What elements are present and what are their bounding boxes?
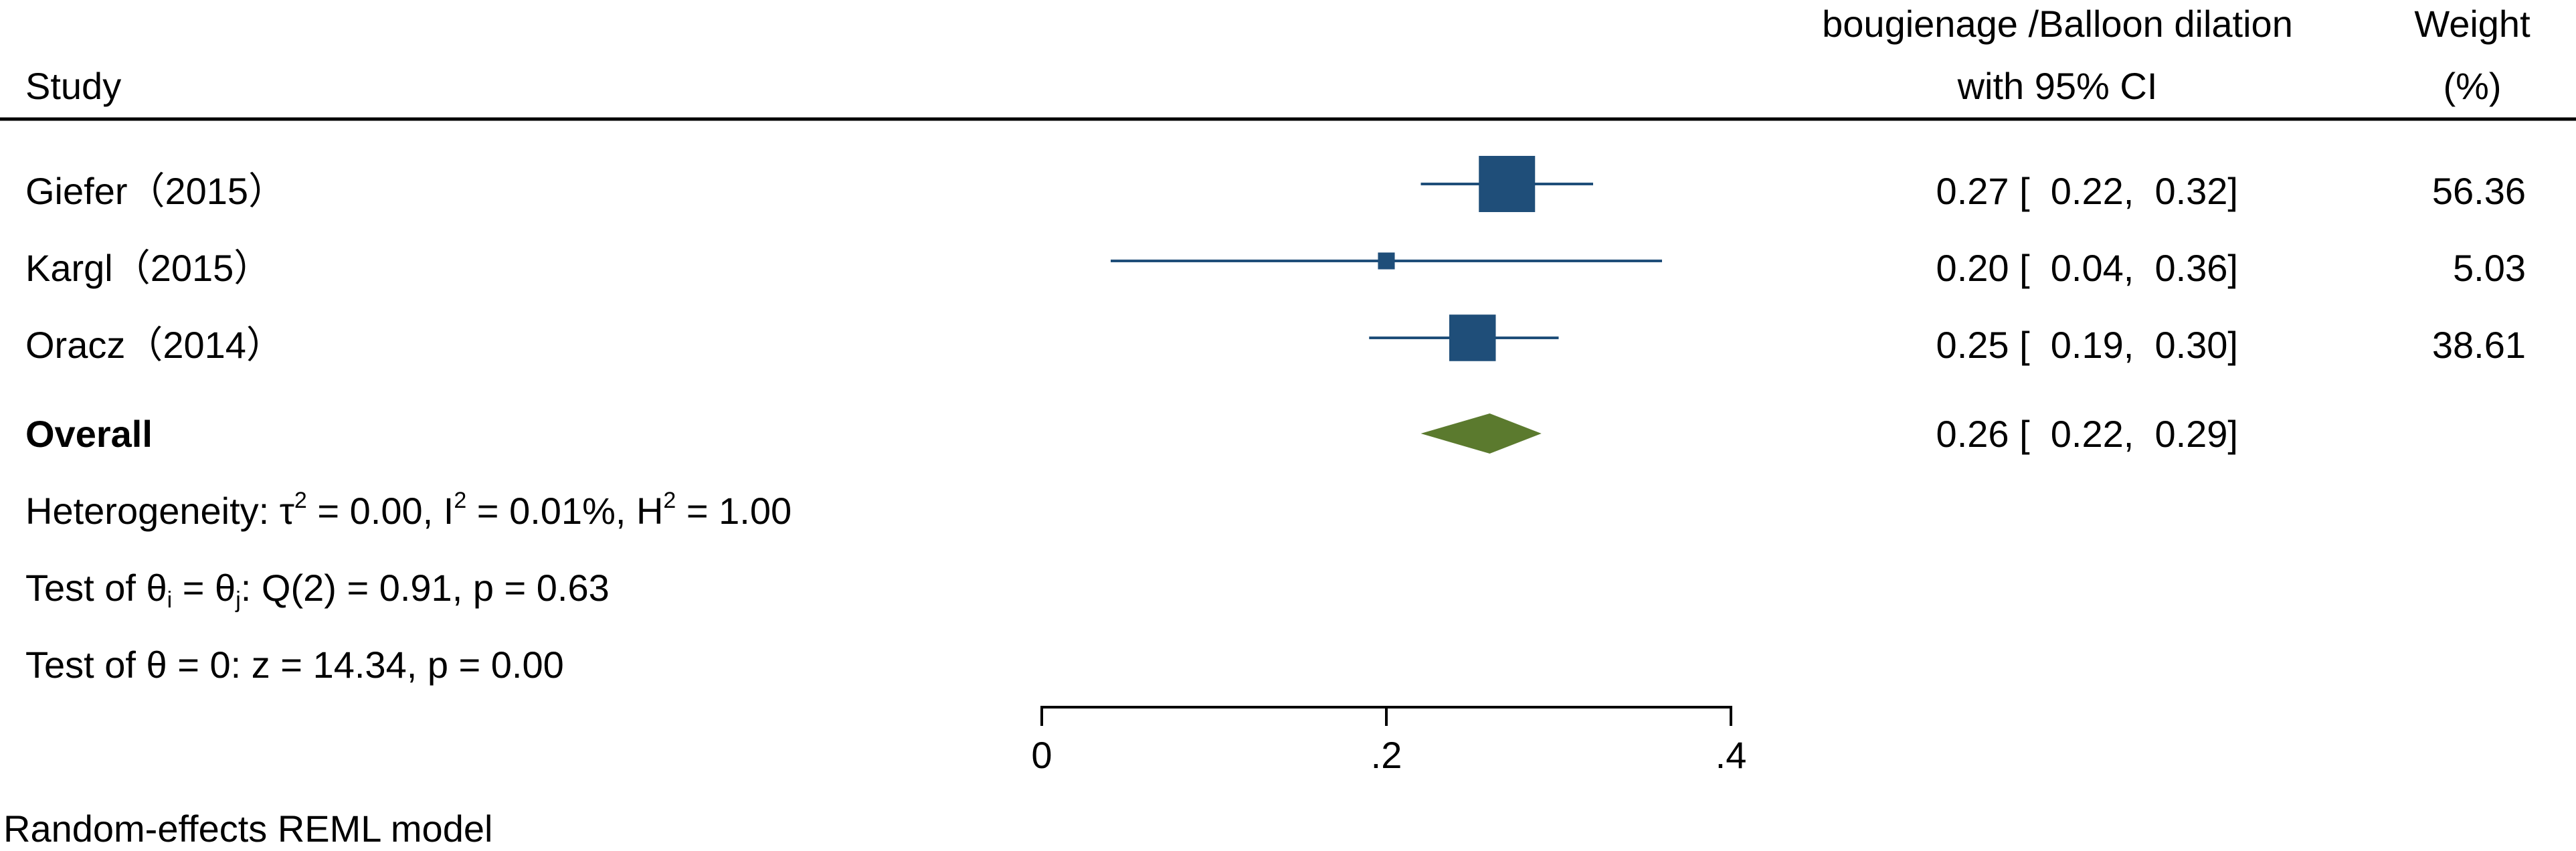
study-weight-2: 5.03 — [2453, 247, 2526, 289]
study-label-1: Giefer（2015） — [25, 170, 286, 212]
study-ci-2: 0.20 [ 0.04, 0.36] — [1936, 247, 2238, 289]
overall-label: Overall — [25, 413, 153, 455]
overall-ci: 0.26 [ 0.22, 0.29] — [1936, 413, 2238, 455]
study-label-3: Oracz（2014） — [25, 324, 284, 366]
header-weight-line2: (%) — [2443, 65, 2501, 107]
x-tick-label: .2 — [1371, 734, 1402, 776]
header-weight-line1: Weight — [2414, 3, 2531, 45]
study-ci-1: 0.27 [ 0.22, 0.32] — [1936, 170, 2238, 212]
x-tick-label: .4 — [1716, 734, 1747, 776]
overall-effect-test-text: Test of θ = 0: z = 14.34, p = 0.00 — [25, 644, 564, 686]
heterogeneity-text: Heterogeneity: τ2 = 0.00, I2 = 0.01%, H2… — [25, 488, 792, 532]
model-footnote: Random-effects REML model — [3, 808, 492, 850]
weight-marker-2 — [1378, 252, 1395, 270]
study-weight-3: 38.61 — [2432, 324, 2526, 366]
overall-diamond — [1420, 413, 1542, 454]
weight-marker-3 — [1449, 314, 1496, 361]
study-ci-3: 0.25 [ 0.19, 0.30] — [1936, 324, 2238, 366]
weight-marker-1 — [1479, 156, 1536, 212]
heterogeneity-test-text: Test of θi = θj: Q(2) = 0.91, p = 0.63 — [25, 567, 610, 613]
header-effect-line2: with 95% CI — [1957, 65, 2158, 107]
study-weight-1: 56.36 — [2432, 170, 2526, 212]
study-label-2: Kargl（2015） — [25, 247, 271, 289]
x-tick-label: 0 — [1031, 734, 1052, 776]
header-study: Study — [25, 65, 121, 107]
x-axis-ticks: 0 .2 .4 — [1031, 706, 1746, 776]
header-effect-line1: bougienage /Balloon dilation — [1822, 3, 2293, 45]
